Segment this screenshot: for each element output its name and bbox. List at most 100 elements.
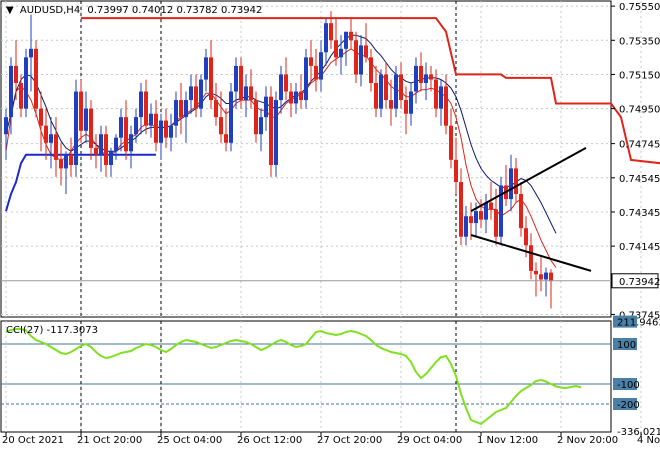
price-tick-label: 0.74145	[619, 242, 660, 253]
bear-candle	[154, 113, 158, 143]
bear-candle	[179, 100, 183, 118]
triangle-lower-line	[470, 234, 592, 272]
bear-candle	[289, 91, 293, 104]
bear-candle	[284, 74, 288, 92]
bull-candle	[414, 65, 418, 92]
bull-candle	[264, 96, 268, 118]
bull-candle	[9, 65, 13, 118]
bull-candle	[244, 86, 248, 101]
bull-candle	[304, 57, 308, 101]
current-price-label: 0.73942	[619, 277, 660, 288]
bear-candle	[489, 202, 493, 210]
time-tick-label: 21 Oct 20:00	[77, 435, 142, 446]
time-tick-label: 27 Oct 20:00	[317, 435, 382, 446]
bull-candle	[274, 100, 278, 165]
bear-candle	[89, 108, 93, 148]
bull-candle	[234, 65, 238, 92]
bull-candle	[474, 211, 478, 224]
bear-candle	[54, 134, 58, 160]
price-tick-label: 0.73745	[619, 310, 660, 321]
time-tick-label: 26 Oct 12:00	[237, 435, 302, 446]
bear-candle	[44, 125, 48, 143]
bull-candle	[134, 117, 138, 135]
candles	[4, 11, 553, 309]
time-tick-label: 25 Oct 04:00	[157, 435, 222, 446]
cci-tick-highlight	[613, 378, 637, 390]
bull-candle	[319, 52, 323, 80]
bear-candle	[419, 65, 423, 83]
bear-candle	[539, 274, 543, 280]
bull-candle	[99, 134, 103, 155]
bear-candle	[219, 117, 223, 135]
bear-candle	[404, 100, 408, 114]
bull-candle	[499, 185, 503, 237]
bull-candle	[409, 91, 413, 114]
bear-candle	[79, 91, 83, 131]
bear-candle	[454, 159, 458, 183]
cci-pane-frame	[0, 320, 612, 433]
bull-candle	[344, 31, 348, 49]
time-tick-label: 20 Oct 2021	[2, 435, 64, 446]
bull-candle	[324, 23, 328, 53]
bear-candle	[399, 74, 403, 101]
price-tick-label: 0.75350	[619, 36, 660, 47]
bear-candle	[309, 57, 313, 66]
bear-candle	[524, 228, 528, 246]
bull-candle	[49, 134, 53, 143]
bear-candle	[299, 91, 303, 101]
bear-candle	[209, 57, 213, 101]
price-axis: 0.75550 0.75350 0.75150 0.74950 0.74745 0.745…	[611, 2, 660, 321]
price-pane: 0.75550 0.75350 0.75150 0.74950 0.74745 0.745…	[0, 0, 660, 321]
bear-candle	[144, 91, 148, 126]
bear-candle	[239, 65, 243, 101]
cci-tick-label: -200	[617, 400, 640, 411]
bull-candle	[129, 134, 133, 152]
bull-candle	[199, 79, 203, 109]
bear-candle	[364, 45, 368, 58]
bull-candle	[119, 117, 123, 138]
bull-candle	[339, 48, 343, 58]
bull-candle	[84, 108, 88, 131]
bear-candle	[269, 96, 273, 165]
bear-candle	[529, 245, 533, 271]
price-tick-label: 0.74950	[619, 105, 660, 116]
bull-candle	[424, 74, 428, 83]
bear-candle	[69, 154, 73, 165]
bear-candle	[444, 86, 448, 126]
bear-candle	[329, 23, 333, 41]
bear-candle	[19, 82, 23, 109]
blue-stop-line	[5, 153, 156, 212]
bear-candle	[369, 57, 373, 83]
bear-candle	[194, 86, 198, 109]
price-tick-label: 0.75150	[619, 70, 660, 81]
cci-line	[5, 328, 582, 426]
bear-candle	[459, 182, 463, 237]
bear-candle	[429, 74, 433, 80]
bear-candle	[254, 100, 258, 135]
bull-candle	[204, 57, 208, 80]
cci-tick-label: 211.9463	[617, 318, 660, 329]
cci-tick-label: -336.0213	[617, 427, 660, 438]
bull-candle	[139, 91, 143, 118]
bear-candle	[549, 272, 553, 282]
cci-pane: 211.9463 100 -100 -200 -336.0213 CCI(27) -11…	[0, 315, 660, 438]
bull-candle	[229, 91, 233, 143]
bull-candle	[109, 151, 113, 165]
cci-tick-highlight	[613, 398, 637, 410]
time-tick-label: 1 Nov 12:00	[477, 435, 538, 446]
bear-candle	[479, 211, 483, 220]
bear-candle	[354, 40, 358, 75]
bear-candle	[334, 40, 338, 58]
cci-axis: 211.9463 100 -100 -200 -336.0213	[613, 315, 660, 438]
time-axis: 20 Oct 2021 21 Oct 20:00 25 Oct 04:00 26 Oc…	[2, 432, 660, 446]
price-tick-label: 0.74745	[619, 140, 660, 151]
bull-candle	[159, 120, 163, 143]
bear-candle	[389, 100, 393, 109]
bull-candle	[394, 74, 398, 109]
collapse-marker: ▼	[6, 5, 14, 16]
price-pane-frame	[0, 0, 612, 318]
symbol-label: AUDUSD,H4	[20, 5, 80, 16]
ohlc-values: 0.73997 0.74012 0.73782 0.73942	[87, 5, 262, 16]
